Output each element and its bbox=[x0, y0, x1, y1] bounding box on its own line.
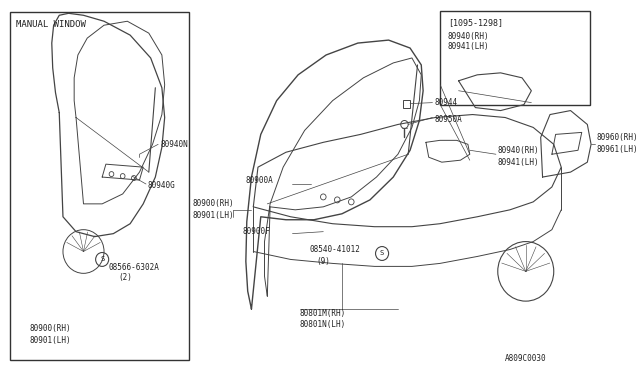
Bar bbox=[403, 100, 410, 108]
Text: 80900A: 80900A bbox=[246, 176, 273, 185]
Text: 08540-41012: 08540-41012 bbox=[309, 245, 360, 254]
Bar bbox=[10, 13, 189, 359]
Bar bbox=[440, 11, 589, 105]
Text: 80900(RH): 80900(RH) bbox=[29, 324, 71, 333]
Text: 80950A: 80950A bbox=[435, 115, 462, 124]
Text: (2): (2) bbox=[118, 273, 132, 282]
Text: MANUAL WINDOW: MANUAL WINDOW bbox=[16, 20, 86, 29]
Text: S: S bbox=[100, 256, 104, 263]
Text: 80801M(RH): 80801M(RH) bbox=[300, 308, 346, 318]
Text: 80941(LH): 80941(LH) bbox=[448, 42, 490, 51]
Text: 80901(LH): 80901(LH) bbox=[193, 211, 234, 220]
Text: S: S bbox=[380, 250, 384, 256]
Text: A809C0030: A809C0030 bbox=[505, 354, 547, 363]
Text: 80960(RH): 80960(RH) bbox=[596, 133, 638, 142]
Text: 80941(LH): 80941(LH) bbox=[498, 158, 540, 167]
Text: 80940N: 80940N bbox=[160, 140, 188, 149]
Text: 80940G: 80940G bbox=[148, 182, 175, 190]
Text: 08566-6302A: 08566-6302A bbox=[109, 263, 159, 272]
Text: 80944: 80944 bbox=[435, 98, 458, 107]
Text: (9): (9) bbox=[317, 257, 331, 266]
Text: 80900F: 80900F bbox=[242, 227, 270, 236]
Text: [1095-1298]: [1095-1298] bbox=[448, 19, 503, 28]
Text: 80940(RH): 80940(RH) bbox=[448, 32, 490, 41]
Text: 80940(RH): 80940(RH) bbox=[498, 146, 540, 155]
Text: 80801N(LH): 80801N(LH) bbox=[300, 320, 346, 330]
Text: 80900(RH): 80900(RH) bbox=[193, 199, 234, 208]
Text: 80961(LH): 80961(LH) bbox=[596, 145, 638, 154]
Text: 80901(LH): 80901(LH) bbox=[29, 336, 71, 345]
